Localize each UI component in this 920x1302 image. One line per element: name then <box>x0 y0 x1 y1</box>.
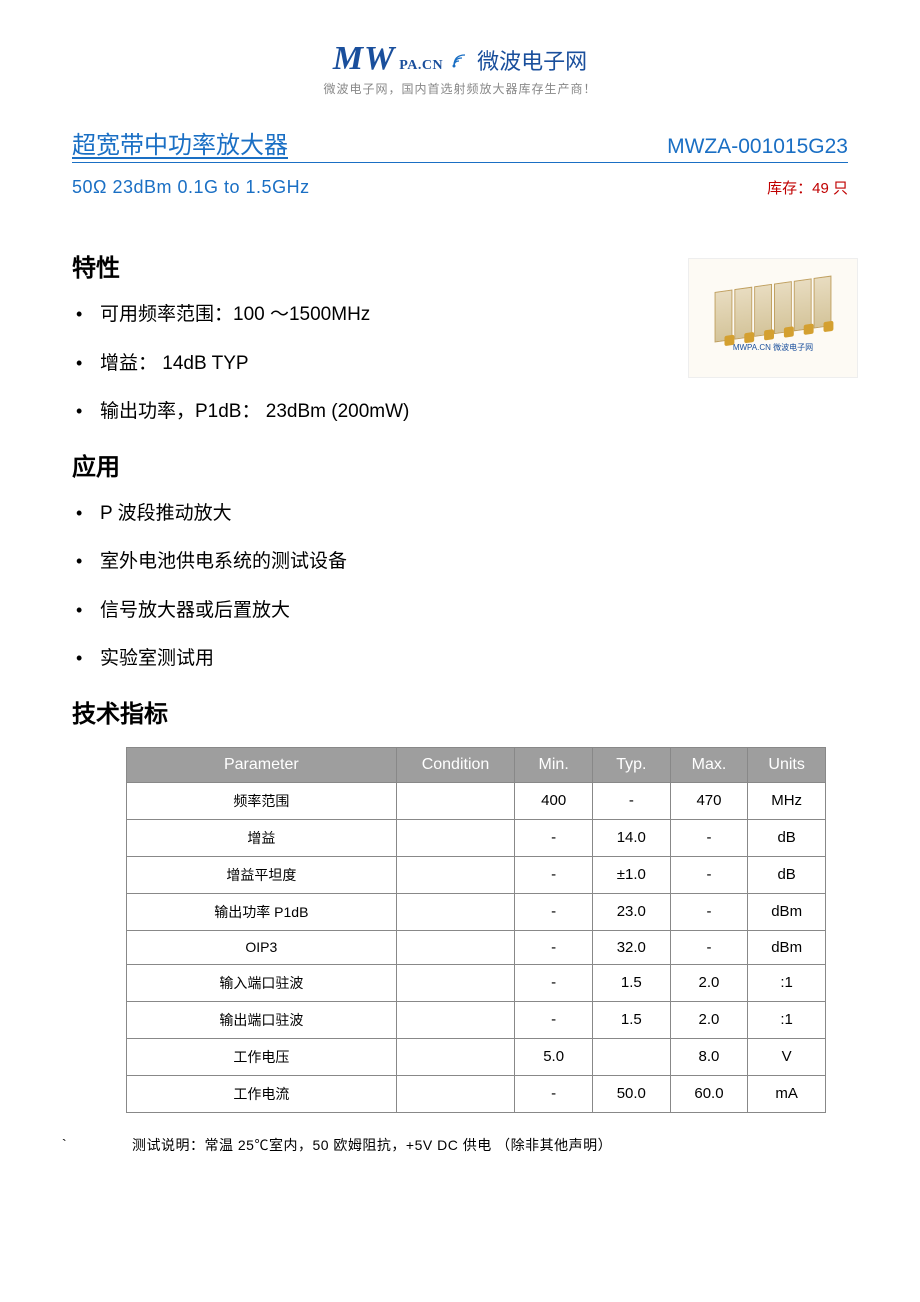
apps-heading: 应用 <box>72 447 848 482</box>
cell-units: dB <box>748 856 826 893</box>
logo-tagline: 微波电子网，国内首选射频放大器库存生产商！ <box>72 80 848 97</box>
cell-typ: - <box>592 782 670 819</box>
cell-param: 工作电压 <box>127 1038 397 1075</box>
cell-min: - <box>515 1075 593 1112</box>
cell-param: 输出端口驻波 <box>127 1001 397 1038</box>
list-item: 信号放大器或后置放大 <box>100 597 848 626</box>
cell-max: - <box>670 856 748 893</box>
cell-cond <box>396 782 515 819</box>
spec-line: 50Ω 23dBm 0.1G to 1.5GHz <box>72 177 310 198</box>
cell-cond <box>396 1001 515 1038</box>
test-note: 测试说明：常温 25℃室内，50 欧姆阻抗，+5V DC 供电 （除非其他声明） <box>132 1135 848 1155</box>
list-item: 室外电池供电系统的测试设备 <box>100 548 848 577</box>
cell-typ <box>592 1038 670 1075</box>
list-item: P 波段推动放大 <box>100 500 848 529</box>
table-row: 增益-14.0-dB <box>127 819 826 856</box>
apps-list: P 波段推动放大 室外电池供电系统的测试设备 信号放大器或后置放大 实验室测试用 <box>72 500 848 674</box>
table-row: 工作电压 5.0 8.0V <box>127 1038 826 1075</box>
col-units: Units <box>748 747 826 782</box>
title-row: 超宽带中功率放大器 MWZA-001015G23 <box>72 125 848 163</box>
cell-param: OIP3 <box>127 930 397 964</box>
list-item: 实验室测试用 <box>100 645 848 674</box>
cell-min: - <box>515 930 593 964</box>
specs-heading: 技术指标 <box>72 694 848 729</box>
cell-cond <box>396 893 515 930</box>
cell-typ: 50.0 <box>592 1075 670 1112</box>
cell-min: 400 <box>515 782 593 819</box>
table-row: 输入端口驻波 -1.52.0:1 <box>127 964 826 1001</box>
cell-max: - <box>670 930 748 964</box>
logo-brand-cn: 微波电子网 <box>477 44 587 76</box>
cell-max: 2.0 <box>670 964 748 1001</box>
cell-min: - <box>515 1001 593 1038</box>
table-row: OIP3-32.0-dBm <box>127 930 826 964</box>
logo-mw: MW <box>333 40 395 78</box>
cell-min: - <box>515 856 593 893</box>
cell-param: 输入端口驻波 <box>127 964 397 1001</box>
cell-cond <box>396 964 515 1001</box>
cell-units: dBm <box>748 930 826 964</box>
cell-param: 频率范围 <box>127 782 397 819</box>
cell-min: 5.0 <box>515 1038 593 1075</box>
cell-max: 470 <box>670 782 748 819</box>
cell-units: :1 <box>748 1001 826 1038</box>
cell-max: 60.0 <box>670 1075 748 1112</box>
table-row: 增益平坦度-±1.0-dB <box>127 856 826 893</box>
spec-row: 50Ω 23dBm 0.1G to 1.5GHz 库存：49 只 <box>72 177 848 198</box>
stock-count: 库存：49 只 <box>767 177 848 198</box>
cell-typ: ±1.0 <box>592 856 670 893</box>
cell-typ: 1.5 <box>592 964 670 1001</box>
cell-units: V <box>748 1038 826 1075</box>
product-title: 超宽带中功率放大器 <box>72 125 288 160</box>
col-min: Min. <box>515 747 593 782</box>
col-parameter: Parameter <box>127 747 397 782</box>
table-row: 输出端口驻波 -1.52.0:1 <box>127 1001 826 1038</box>
cell-units: dBm <box>748 893 826 930</box>
cell-max: 2.0 <box>670 1001 748 1038</box>
col-condition: Condition <box>396 747 515 782</box>
cell-max: - <box>670 819 748 856</box>
features-list: 可用频率范围：100 ～1500MHz 增益： 14dB TYP 输出功率，P1… <box>72 301 848 427</box>
cell-param: 输出功率 P1dB <box>127 893 397 930</box>
table-row: 输出功率 P1dB-23.0-dBm <box>127 893 826 930</box>
cell-cond <box>396 930 515 964</box>
list-item: 可用频率范围：100 ～1500MHz <box>100 301 848 330</box>
cell-typ: 14.0 <box>592 819 670 856</box>
cell-cond <box>396 1038 515 1075</box>
cell-param: 工作电流 <box>127 1075 397 1112</box>
cell-cond <box>396 856 515 893</box>
list-item: 输出功率，P1dB： 23dBm (200mW) <box>100 398 848 427</box>
cell-param: 增益平坦度 <box>127 856 397 893</box>
cell-min: - <box>515 819 593 856</box>
cell-units: dB <box>748 819 826 856</box>
model-number: MWZA-001015G23 <box>667 135 848 159</box>
list-item: 增益： 14dB TYP <box>100 350 848 379</box>
cell-max: - <box>670 893 748 930</box>
logo-block: MWPA.CN 微波电子网 微波电子网，国内首选射频放大器库存生产商！ <box>72 40 848 97</box>
cell-units: MHz <box>748 782 826 819</box>
cell-param: 增益 <box>127 819 397 856</box>
cell-min: - <box>515 964 593 1001</box>
table-header-row: Parameter Condition Min. Typ. Max. Units <box>127 747 826 782</box>
cell-typ: 23.0 <box>592 893 670 930</box>
table-row: 频率范围 400-470MHz <box>127 782 826 819</box>
cell-typ: 32.0 <box>592 930 670 964</box>
cell-typ: 1.5 <box>592 1001 670 1038</box>
logo-pacn: PA.CN <box>399 58 443 74</box>
cell-min: - <box>515 893 593 930</box>
stray-backtick: ` <box>62 1136 67 1152</box>
specs-table: Parameter Condition Min. Typ. Max. Units… <box>126 747 826 1113</box>
col-max: Max. <box>670 747 748 782</box>
signal-icon <box>451 51 469 74</box>
cell-cond <box>396 1075 515 1112</box>
cell-cond <box>396 819 515 856</box>
cell-units: :1 <box>748 964 826 1001</box>
cell-max: 8.0 <box>670 1038 748 1075</box>
table-row: 工作电流 -50.060.0mA <box>127 1075 826 1112</box>
cell-units: mA <box>748 1075 826 1112</box>
col-typ: Typ. <box>592 747 670 782</box>
